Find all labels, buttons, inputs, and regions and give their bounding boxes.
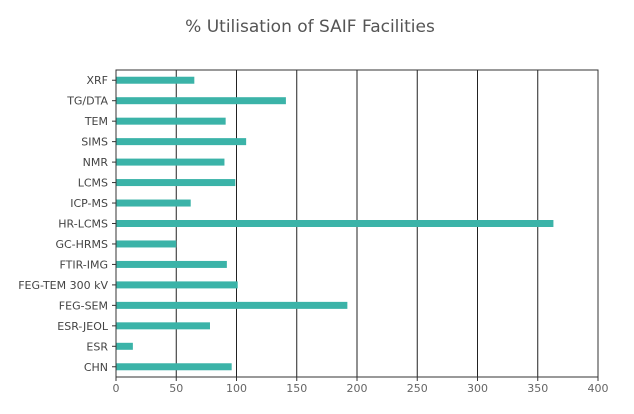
category-label: SIMS bbox=[81, 136, 108, 149]
bar-ftir-img bbox=[116, 260, 227, 268]
category-label: TG/DTA bbox=[66, 95, 108, 108]
x-tick-label: 350 bbox=[527, 382, 548, 395]
bar-feg-sem bbox=[116, 301, 348, 309]
bar-hr-lcms bbox=[116, 220, 554, 227]
x-tick-label: 150 bbox=[286, 382, 307, 395]
category-label: ESR-JEOL bbox=[57, 320, 109, 333]
bar-lcms bbox=[116, 179, 236, 187]
x-tick-label: 100 bbox=[226, 382, 247, 395]
category-label: GC-HRMS bbox=[55, 238, 108, 251]
bar-chn bbox=[116, 363, 232, 371]
category-label: CHN bbox=[84, 361, 108, 374]
bar-tem bbox=[116, 117, 226, 125]
bar-nmr bbox=[116, 158, 225, 166]
x-tick-label: 300 bbox=[467, 382, 488, 395]
bar-xrf bbox=[116, 76, 195, 84]
bar-layer bbox=[116, 76, 554, 371]
chart-title: % Utilisation of SAIF Facilities bbox=[185, 17, 435, 37]
bar-esr-jeol bbox=[116, 322, 210, 330]
bar-icp-ms bbox=[116, 199, 191, 207]
category-label: LCMS bbox=[78, 177, 108, 190]
x-tick-label: 50 bbox=[169, 382, 183, 395]
x-axis-ticks: 0 50 100 150 200 250 300 350 400 bbox=[113, 377, 609, 395]
category-label: FEG-TEM 300 kV bbox=[18, 279, 108, 292]
category-label: NMR bbox=[83, 156, 109, 169]
bar-esr bbox=[116, 342, 133, 350]
x-tick-label: 250 bbox=[407, 382, 428, 395]
category-label: XRF bbox=[86, 74, 108, 87]
bar-sims bbox=[116, 138, 247, 146]
plot-frame bbox=[115, 69, 599, 378]
x-tick-label: 0 bbox=[113, 382, 120, 395]
x-tick-label: 200 bbox=[347, 382, 368, 395]
bar-gc-hrms bbox=[116, 240, 177, 248]
bar-feg-tem-300-kv bbox=[116, 281, 238, 289]
category-labels: XRF TG/DTA TEM SIMS NMR LCMS ICP-MS HR-LCMS GC-H… bbox=[18, 74, 116, 374]
category-label: TEM bbox=[84, 115, 108, 128]
bar-tg-dta bbox=[116, 97, 286, 105]
category-label: ESR bbox=[86, 340, 108, 353]
category-label: FTIR-IMG bbox=[59, 258, 108, 271]
x-tick-label: 400 bbox=[588, 382, 609, 395]
category-label: FEG-SEM bbox=[59, 299, 108, 312]
category-label: HR-LCMS bbox=[58, 218, 108, 231]
category-label: ICP-MS bbox=[70, 197, 108, 210]
